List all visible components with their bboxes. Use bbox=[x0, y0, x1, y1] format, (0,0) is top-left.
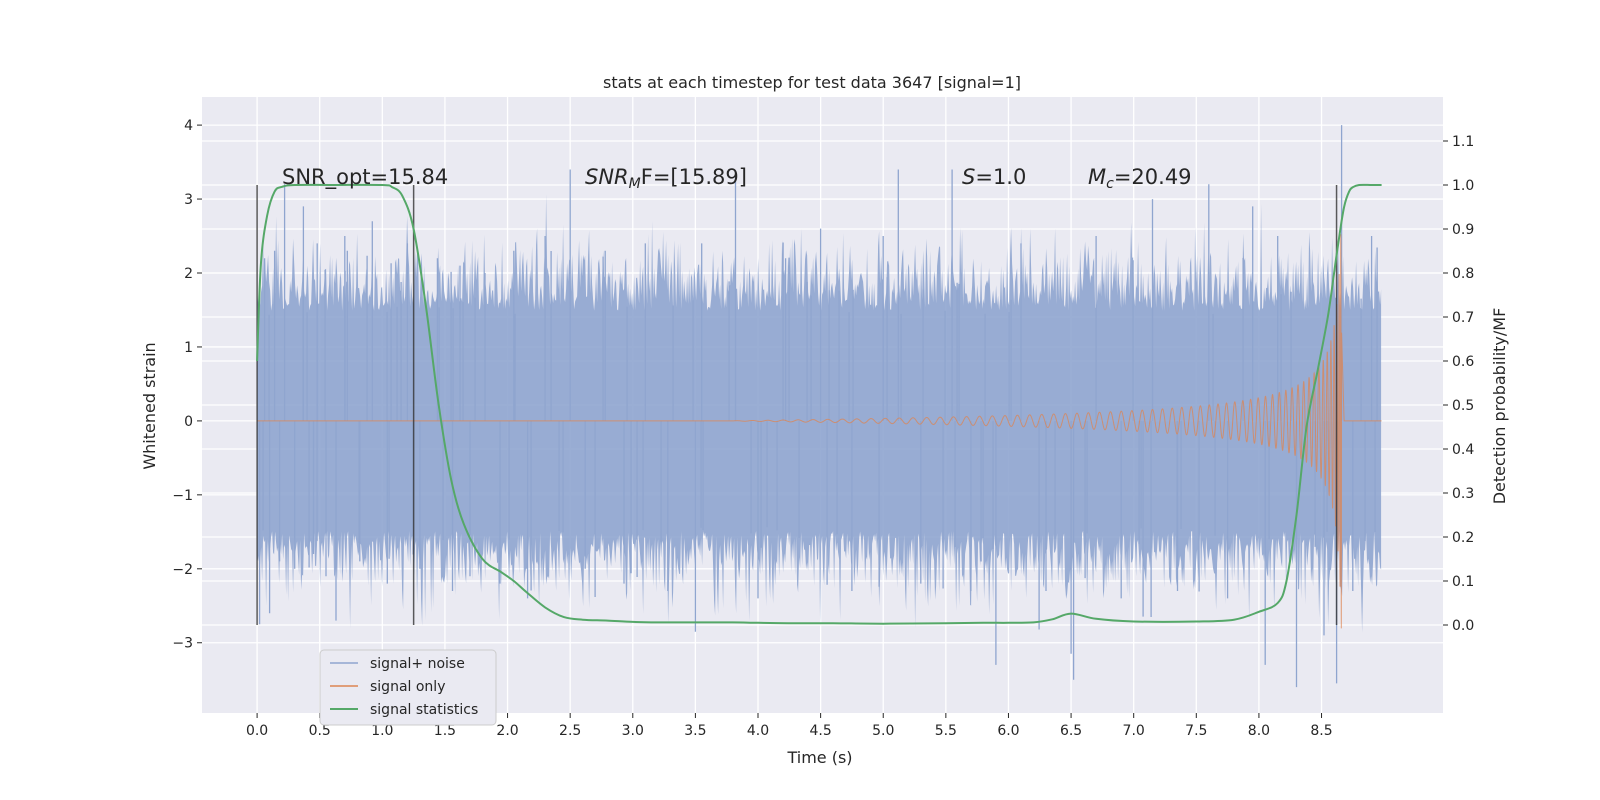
x-tick-label: 0.0 bbox=[246, 723, 268, 739]
legend-label-signal-noise: signal+ noise bbox=[370, 656, 465, 672]
y-tick-label: 1 bbox=[184, 340, 193, 356]
x-tick-label: 7.5 bbox=[1185, 723, 1207, 739]
legend-box bbox=[319, 649, 497, 726]
x-tick-label: 1.0 bbox=[371, 723, 393, 739]
x-tick-label: 4.5 bbox=[809, 723, 831, 739]
noise-spikes bbox=[258, 125, 1378, 688]
legend-label-signal-only: signal only bbox=[370, 679, 445, 695]
signal-only-series bbox=[257, 234, 1382, 629]
y2-tick-label: 0.7 bbox=[1452, 310, 1474, 326]
x-tick-label: 4.0 bbox=[747, 723, 769, 739]
y-tick-label: 4 bbox=[184, 118, 193, 134]
annotation-s: S=1.0 bbox=[962, 165, 1026, 189]
y2-tick-label: 1.0 bbox=[1452, 178, 1474, 194]
chart-title: stats at each timestep for test data 364… bbox=[603, 73, 1021, 92]
mc-sub: c bbox=[1106, 176, 1114, 192]
signal-statistics-series bbox=[256, 183, 1382, 625]
y-tick-label: 3 bbox=[184, 192, 193, 208]
y-tick-label: −1 bbox=[172, 488, 193, 504]
snr-mf-rest: F=[15.89] bbox=[641, 165, 747, 189]
x-tick-label: 5.0 bbox=[872, 723, 894, 739]
y-tick-label: −3 bbox=[172, 636, 193, 652]
mc-rest: =20.49 bbox=[1114, 165, 1192, 189]
x-tick-label: 2.0 bbox=[496, 723, 518, 739]
y2-tick-label: 0.0 bbox=[1452, 618, 1474, 634]
x-axis-label: Time (s) bbox=[786, 748, 852, 767]
annotation-snr-opt: SNR_opt=15.84 bbox=[282, 165, 448, 190]
y2-axis-ticks: 1.1 1.0 0.9 0.8 0.7 0.6 0.5 0.4 0.3 0.2 0.1 0.0 bbox=[1443, 134, 1474, 634]
y2-tick-label: 0.8 bbox=[1452, 266, 1474, 282]
y2-tick-label: 0.6 bbox=[1452, 354, 1474, 370]
x-tick-label: 8.5 bbox=[1310, 723, 1332, 739]
noise-band bbox=[257, 194, 1382, 633]
y-axis-ticks: 4 3 2 1 0 −1 −2 −3 bbox=[172, 118, 202, 652]
y2-tick-label: 0.2 bbox=[1452, 530, 1474, 546]
x-tick-label: 1.5 bbox=[434, 723, 456, 739]
x-tick-label: 6.0 bbox=[997, 723, 1019, 739]
y2-tick-label: 0.1 bbox=[1452, 574, 1474, 590]
x-tick-label: 6.5 bbox=[1060, 723, 1082, 739]
s-rest: =1.0 bbox=[975, 165, 1026, 189]
y-axis-label: Whitened strain bbox=[140, 342, 159, 469]
annotation-snr-mf: SNRMF=[15.89] bbox=[585, 165, 747, 192]
legend: signal+ noise signal only signal statist… bbox=[319, 649, 497, 726]
x-tick-label: 7.0 bbox=[1123, 723, 1145, 739]
y2-tick-label: 0.9 bbox=[1452, 222, 1474, 238]
x-tick-label: 8.0 bbox=[1248, 723, 1270, 739]
s-var: S bbox=[962, 165, 975, 189]
x-tick-label: 2.5 bbox=[559, 723, 581, 739]
annotation-mc: Mc=20.49 bbox=[1088, 165, 1192, 192]
legend-label-signal-statistics: signal statistics bbox=[370, 702, 478, 718]
y2-tick-label: 0.4 bbox=[1452, 442, 1474, 458]
x-axis-ticks: 0.0 0.5 1.0 1.5 2.0 2.5 3.0 3.5 4.0 4.5 5.0 5.5 6.0 6… bbox=[246, 713, 1333, 739]
x-tick-label: 3.5 bbox=[684, 723, 706, 739]
x-tick-label: 0.5 bbox=[309, 723, 331, 739]
snr-mf-sub: M bbox=[629, 176, 641, 192]
y-tick-label: 2 bbox=[184, 266, 193, 282]
y-tick-label: −2 bbox=[172, 562, 193, 578]
mc-var: M bbox=[1088, 165, 1106, 189]
y-tick-label: 0 bbox=[184, 414, 193, 430]
y2-tick-label: 0.3 bbox=[1452, 486, 1474, 502]
y2-axis-label: Detection probability/MF bbox=[1490, 308, 1509, 505]
x-tick-label: 5.5 bbox=[935, 723, 957, 739]
y2-tick-label: 1.1 bbox=[1452, 134, 1474, 150]
signal-noise-series bbox=[257, 125, 1382, 688]
snr-mf-base: SNR bbox=[585, 165, 629, 189]
x-tick-label: 3.0 bbox=[622, 723, 644, 739]
y2-tick-label: 0.5 bbox=[1452, 398, 1474, 414]
